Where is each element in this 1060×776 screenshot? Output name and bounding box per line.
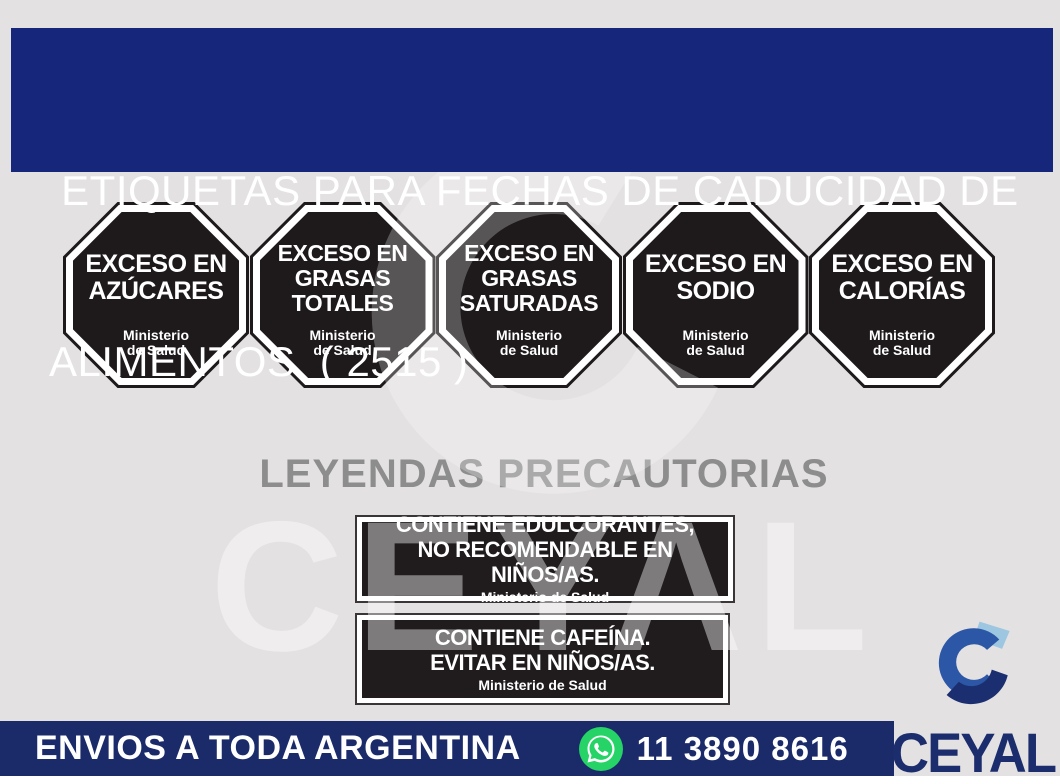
seal-line: AZÚCARES [88,277,224,305]
ministry-caption: Ministerio de Salud [122,327,190,358]
shipping-text: ENVIOS A TODA ARGENTINA [35,729,521,767]
label-line: CONTIENE CAFEÍNA. [434,624,651,650]
warning-seal-calorias: EXCESO EN CALORÍAS Ministerio de Salud [809,202,995,388]
seal-text: EXCESO EN GRASAS SATURADAS [446,212,612,328]
seal-line: EXCESO EN [831,250,973,278]
header-banner: ETIQUETAS PARA FECHAS DE CADUCIDAD DE AL… [11,28,1053,385]
ministry-caption: Ministerio de Salud [868,327,936,358]
label-body: CONTIENE CAFEÍNA. EVITAR EN NIÑOS/AS. Mi… [362,620,723,698]
seal-body: EXCESO EN AZÚCARES Ministerio de Salud [73,212,239,378]
seal-text: EXCESO EN AZÚCARES [73,212,239,328]
label-line: NO RECOMENDABLE EN NIÑOS/AS. [417,537,673,587]
ministry-caption: Ministerio de Salud [495,327,563,358]
label-body: CONTIENE EDULCORANTES, NO RECOMENDABLE E… [362,512,728,605]
precaution-label-cafeina: CONTIENE CAFEÍNA. EVITAR EN NIÑOS/AS. Mi… [355,613,730,705]
page-title-line-1: ETIQUETAS PARA FECHAS DE CADUCIDAD DE [49,167,1019,214]
seal-line: EXCESO EN [464,239,594,266]
warning-seal-grasas-totales: EXCESO EN GRASAS TOTALES Ministerio de S… [249,202,436,388]
ministry-caption: Ministerio de Salud [480,589,610,605]
seal-text: EXCESO EN SODIO [633,212,799,328]
ceyal-wordmark: CEYAL [891,721,1057,776]
ministry-caption: Ministerio de Salud [478,676,607,693]
seal-body: EXCESO EN SODIO Ministerio de Salud [632,212,799,378]
seal-line: SATURADAS [459,289,599,316]
warning-seal-azucares: EXCESO EN AZÚCARES Ministerio de Salud [63,202,249,388]
warning-seals-row: EXCESO EN AZÚCARES Ministerio de Salud E… [63,202,995,390]
phone-number: 11 3890 8616 [636,729,849,767]
seal-text: EXCESO EN GRASAS TOTALES [260,212,426,328]
label-line: CONTIENE EDULCORANTES, [395,512,695,537]
precaution-label-edulcorantes: CONTIENE EDULCORANTES, NO RECOMENDABLE E… [355,512,735,605]
seal-line: EXCESO EN [644,250,787,278]
seal-line: CALORÍAS [838,277,966,305]
footer-bar: ENVIOS A TODA ARGENTINA 11 3890 8616 [0,721,894,776]
seal-line: SODIO [676,277,755,305]
ministry-caption: Ministerio de Salud [309,327,376,358]
page-title-line-2: ALIMENTOS ( 2515 ) [49,338,469,385]
seal-body: EXCESO EN GRASAS SATURADAS Ministerio de… [446,212,612,378]
seal-text: EXCESO EN CALORÍAS [819,212,985,328]
ministry-caption: Ministerio de Salud [682,327,749,358]
seal-line: GRASAS [481,264,577,291]
warning-seal-grasas-saturadas: EXCESO EN GRASAS SATURADAS Ministerio de… [436,202,622,388]
seal-line: TOTALES [291,289,394,316]
section-heading: LEYENDAS PRECAUTORIAS [259,452,829,496]
seal-line: GRASAS [294,264,391,291]
warning-seal-sodio: EXCESO EN SODIO Ministerio de Salud [622,202,809,388]
seal-line: EXCESO EN [85,250,227,278]
seal-line: EXCESO EN [277,239,408,266]
seal-body: EXCESO EN CALORÍAS Ministerio de Salud [819,212,985,378]
whatsapp-icon [578,726,623,771]
label-line: EVITAR EN NIÑOS/AS. [430,649,655,675]
seal-body: EXCESO EN GRASAS TOTALES Ministerio de S… [259,212,426,378]
ceyal-logo-icon [925,612,1019,714]
